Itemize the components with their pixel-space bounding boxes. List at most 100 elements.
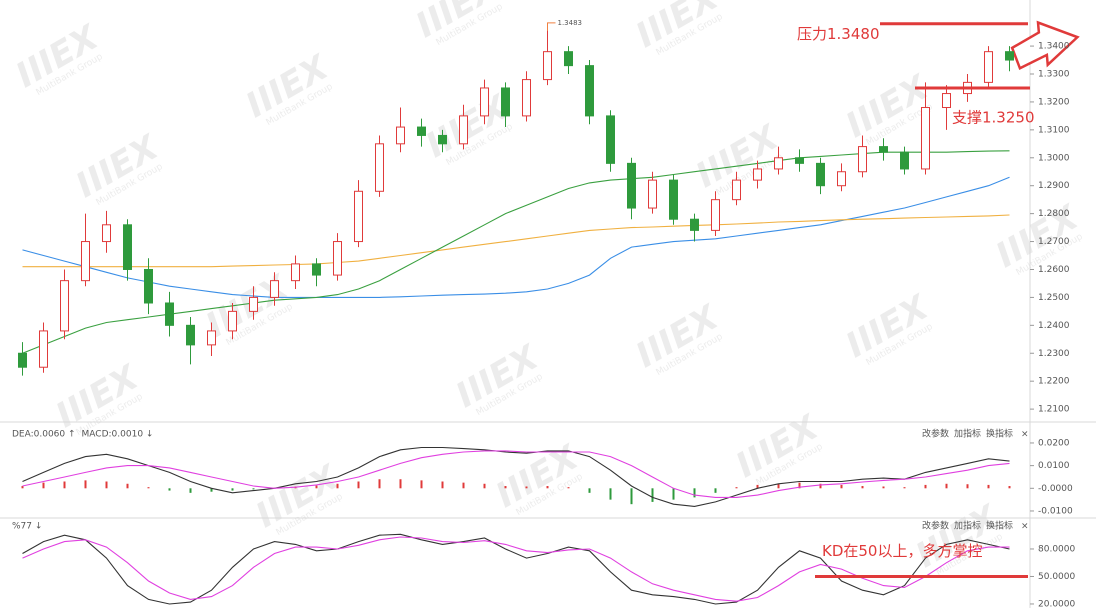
toolbar-button[interactable]: 改参数 <box>922 428 949 440</box>
y-tick-label: 1.3100 <box>1038 125 1070 135</box>
toolbar-button[interactable]: 加指标 <box>954 428 981 440</box>
y-tick-label: 1.3400 <box>1038 42 1070 52</box>
macd-bar <box>210 488 213 492</box>
macd-bar <box>966 484 969 489</box>
macd-bar <box>630 488 633 505</box>
candle-body <box>480 87 489 117</box>
candle-body <box>291 263 300 282</box>
candle-body <box>165 302 174 326</box>
toolbar-button[interactable]: × <box>1021 522 1029 532</box>
y-tick-label: 50.0000 <box>1038 572 1075 582</box>
candle-body <box>1005 51 1014 61</box>
candle-body <box>438 134 447 145</box>
candle-body <box>522 79 531 117</box>
candle-body <box>858 146 867 173</box>
y-tick-label: 1.3000 <box>1038 153 1070 163</box>
indicator-header: DEA:0.0060 ↑ <box>12 430 76 440</box>
watermark-logo: IIIEX <box>629 0 726 56</box>
macd-bar <box>399 479 402 489</box>
candle-body <box>312 263 321 276</box>
indicator-header: MACD:0.0010 ↓ <box>82 430 154 440</box>
toolbar-button[interactable]: 加指标 <box>954 520 981 532</box>
series-line <box>22 176 1010 298</box>
macd-bar <box>987 484 990 489</box>
macd-bar <box>504 486 507 489</box>
y-tick-label: 0.0200 <box>1038 438 1070 448</box>
macd-bar <box>42 482 45 489</box>
candle-body <box>375 143 384 192</box>
macd-bar <box>924 484 927 489</box>
candle-body <box>144 268 153 304</box>
macd-bar <box>420 480 423 489</box>
toolbar-button[interactable]: 改参数 <box>922 520 949 532</box>
candle-body <box>249 296 258 312</box>
candle-body <box>711 199 720 231</box>
macd-bar <box>441 481 444 489</box>
y-tick-label: 1.2900 <box>1038 181 1070 191</box>
candle-body <box>39 330 48 368</box>
macd-bar <box>483 483 486 489</box>
resistance-label: 压力1.3480 <box>797 25 880 43</box>
toolbar-button[interactable]: 换指标 <box>986 428 1013 440</box>
macd-bar <box>735 487 738 489</box>
candle-body <box>795 157 804 164</box>
y-tick-label: 1.2800 <box>1038 209 1070 219</box>
macd-bar <box>336 483 339 489</box>
macd-bar <box>819 483 822 489</box>
indicator-header: %77 ↓ <box>12 522 42 532</box>
series-line <box>22 533 1010 605</box>
support-label: 支撑1.3250 <box>952 108 1035 126</box>
macd-bar <box>126 483 129 489</box>
y-tick-label: 1.2400 <box>1038 321 1070 331</box>
macd-bar <box>882 486 885 489</box>
candle-body <box>900 151 909 170</box>
candle-body <box>228 310 237 332</box>
macd-bar <box>378 479 381 489</box>
series-line <box>22 214 1010 268</box>
macd-bar <box>651 488 654 502</box>
macd-bar <box>462 482 465 489</box>
candle-body <box>333 241 342 276</box>
macd-bar <box>84 480 87 489</box>
macd-bar <box>588 488 591 493</box>
macd-bar <box>21 486 24 489</box>
candle-body <box>669 179 678 220</box>
y-tick-label: 0.0100 <box>1038 461 1070 471</box>
macd-bar <box>147 487 150 489</box>
y-tick-label: 1.2500 <box>1038 293 1070 303</box>
candle-body <box>102 224 111 243</box>
series-line <box>22 150 1010 354</box>
peak-label: 1.3483 <box>558 19 583 27</box>
macd-bar <box>189 488 192 493</box>
candle-body <box>123 224 132 270</box>
candle-body <box>690 218 699 231</box>
y-tick-label: 1.3200 <box>1038 97 1070 107</box>
macd-bar <box>315 485 318 489</box>
macd-bar <box>546 486 549 489</box>
y-tick-label: 80.0000 <box>1038 544 1075 554</box>
candle-body <box>774 157 783 170</box>
macd-bar <box>1008 486 1011 489</box>
toolbar-button[interactable]: × <box>1021 430 1029 440</box>
macd-bar <box>231 488 234 491</box>
y-tick-label: 1.2300 <box>1038 349 1070 359</box>
macd-bar <box>525 486 528 489</box>
candle-body <box>942 93 951 109</box>
toolbar-button[interactable]: 换指标 <box>986 520 1013 532</box>
macd-bar <box>756 484 759 489</box>
candle-body <box>18 352 27 368</box>
peak-marker <box>547 22 556 31</box>
y-tick-label: 1.2100 <box>1038 405 1070 415</box>
level-label: KD在50以上，多方掌控 <box>822 542 982 560</box>
candle-body <box>186 324 195 346</box>
macd-bar <box>105 481 108 489</box>
series-line <box>22 536 1010 602</box>
candle-body <box>270 280 279 298</box>
macd-bar <box>861 486 864 489</box>
macd-bar <box>903 487 906 489</box>
candle-body <box>732 179 741 201</box>
y-tick-label: 1.2200 <box>1038 377 1070 387</box>
candle-body <box>921 107 930 170</box>
macd-bar <box>714 488 717 493</box>
